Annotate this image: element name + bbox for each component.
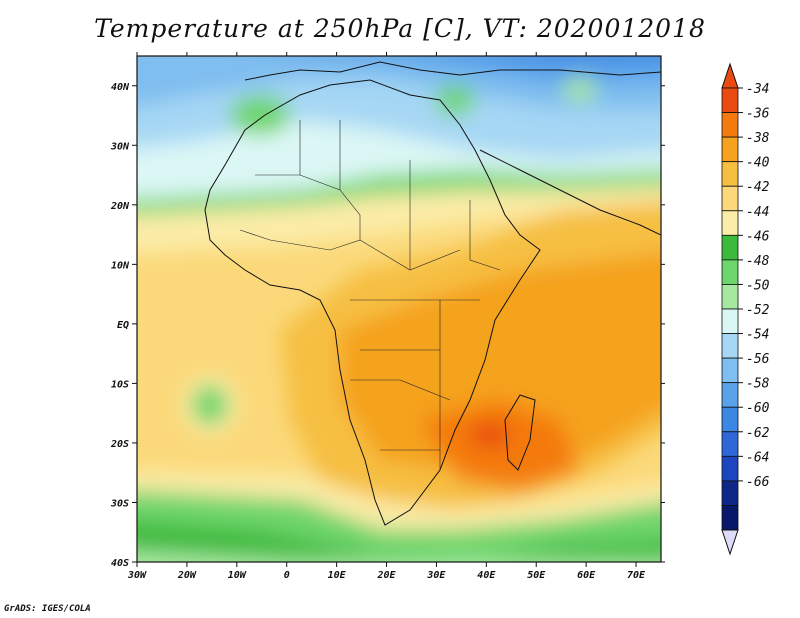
y-tick-label: 40S <box>111 558 129 569</box>
colorbar-swatch <box>721 431 739 457</box>
y-axis: 40S 30S 20S 10S EQ 10N 20N 30N 40N <box>110 82 665 569</box>
colorbar-label: -34 <box>746 82 769 97</box>
x-axis: 30W 20W 10W 0 10E 20E 30E 40E 50E 60E 70E <box>127 52 646 581</box>
x-tick-label: 70E <box>627 570 646 581</box>
y-tick-label: EQ <box>117 320 129 331</box>
colorbar-label: -56 <box>746 352 770 367</box>
colorbar-label: -44 <box>746 205 769 220</box>
temperature-field <box>137 56 661 562</box>
y-tick-label: 20S <box>110 439 129 450</box>
colorbar-swatch <box>721 234 739 261</box>
colorbar-label: -40 <box>746 156 770 171</box>
x-tick-label: 30W <box>127 570 147 581</box>
x-tick-label: 40E <box>477 570 496 581</box>
colorbar-label: -60 <box>746 401 770 416</box>
colorbar-swatch <box>721 480 739 506</box>
colorbar-swatch <box>721 136 739 163</box>
y-tick-label: 10S <box>111 379 129 390</box>
colorbar-swatch <box>721 259 739 285</box>
colorbar-swatch <box>721 87 739 113</box>
plot-frame <box>136 55 662 563</box>
colorbar-label: -66 <box>746 475 770 490</box>
colorbar-label: -58 <box>746 377 770 392</box>
coastlines <box>204 61 661 526</box>
colorbar: -34 -36 -38 -40 -42 -44 -46 -48 -50 -52 -54 -56 -58 -… <box>721 62 770 556</box>
colorbar-label: -64 <box>746 450 769 465</box>
colorbar-swatch <box>721 357 739 384</box>
x-tick-label: 60E <box>577 570 596 581</box>
colorbar-swatch <box>721 455 739 482</box>
colorbar-label: -42 <box>746 180 770 195</box>
colorbar-label: -54 <box>746 328 769 343</box>
x-tick-label: 50E <box>527 570 546 581</box>
colorbar-swatch <box>721 382 739 408</box>
y-tick-label: 30N <box>110 141 130 152</box>
y-tick-label: 10N <box>111 260 130 271</box>
x-tick-label: 20W <box>177 570 197 581</box>
colorbar-swatch <box>721 406 739 433</box>
colorbar-label: -50 <box>746 278 770 293</box>
colorbar-swatch <box>721 505 739 531</box>
colorbar-swatch <box>721 161 739 187</box>
x-tick-label: 10E <box>328 570 347 581</box>
colorbar-swatch <box>721 333 739 359</box>
colorbar-label: -38 <box>746 131 770 146</box>
x-tick-label: 20E <box>376 570 396 581</box>
x-tick-label: 10W <box>228 570 247 581</box>
y-tick-label: 20N <box>110 201 130 212</box>
colorbar-top-arrow <box>721 62 739 89</box>
colorbar-swatch <box>721 284 739 310</box>
y-tick-label: 40N <box>111 82 130 93</box>
colorbar-swatch <box>721 185 739 212</box>
colorbar-label: -62 <box>746 426 770 441</box>
colorbar-bottom-arrow <box>721 529 739 556</box>
country-borders <box>239 120 501 470</box>
colorbar-swatch <box>721 112 739 138</box>
y-tick-label: 30S <box>110 498 129 509</box>
colorbar-label: -46 <box>746 229 770 244</box>
x-tick-label: 30E <box>426 570 446 581</box>
map-title: Temperature at 250hPa [C], VT: 202001201… <box>94 14 706 43</box>
footer-credit: GrADS: IGES/COLA <box>4 604 91 614</box>
colorbar-label: -52 <box>746 303 770 318</box>
colorbar-label: -36 <box>746 107 770 122</box>
x-tick-label: 0 <box>284 570 290 581</box>
colorbar-swatch <box>721 210 739 236</box>
colorbar-swatch <box>721 308 739 334</box>
colorbar-label: -48 <box>746 254 770 269</box>
